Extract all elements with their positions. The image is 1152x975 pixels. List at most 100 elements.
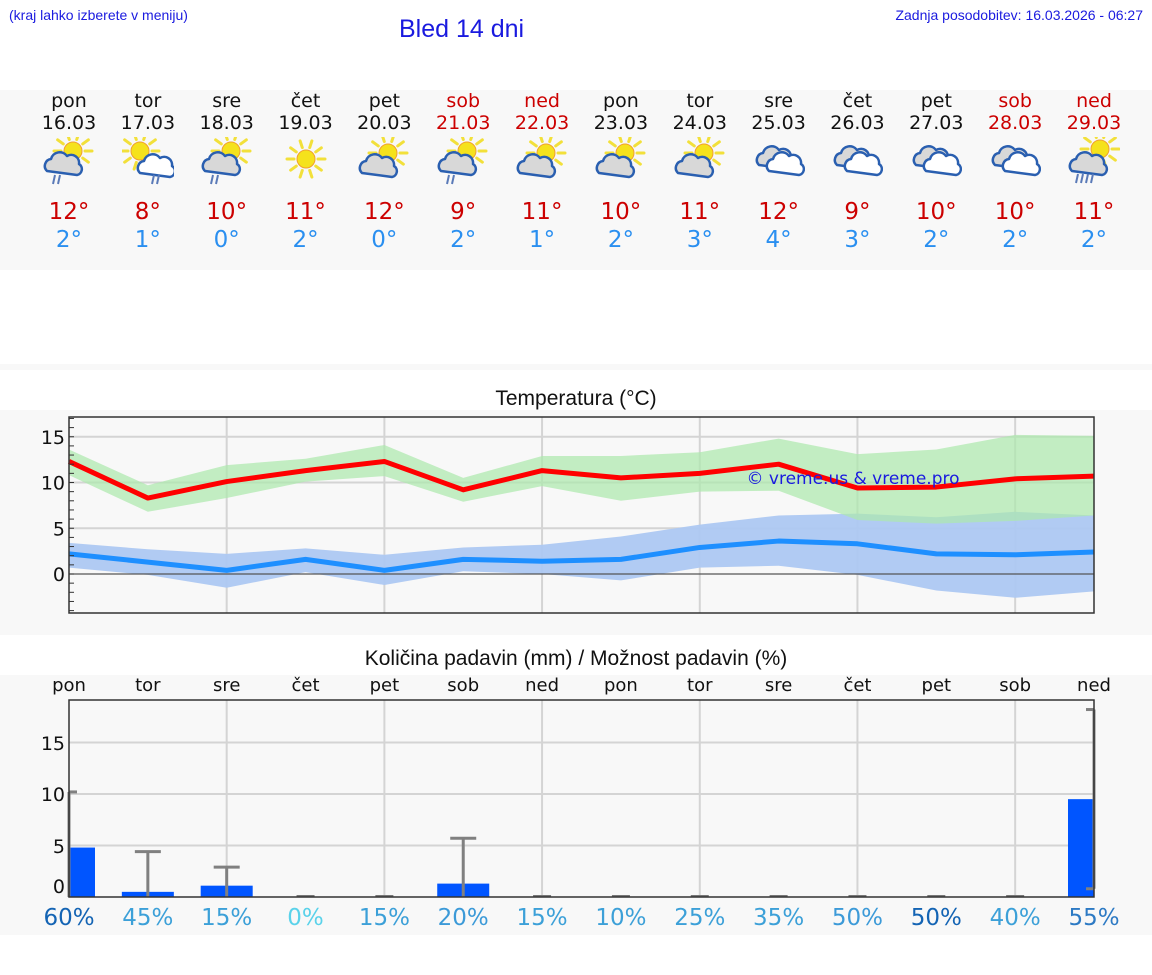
daily-forecast-strip: pon 16.03 12° 2° tor 17.03 8° 1° sre 18.03 10° 0° če… [0,90,1152,270]
day-name: čet [290,90,321,112]
day-date: 29.03 [1066,112,1122,134]
day-date: 23.03 [593,112,649,134]
precip-probability: 25% [674,905,726,931]
temperature-chart-title: Temperatura (°C) [495,387,657,410]
precip-probability: 50% [831,905,884,931]
day-name: sob [446,90,481,112]
day-date: 20.03 [357,112,412,134]
partly-cloudy-icon [595,133,647,189]
precip-day-label: pet [369,675,400,696]
min-temperature: 2° [1002,227,1029,253]
day-date: 16.03 [41,112,97,134]
max-temperature: 10° [915,199,957,225]
max-temperature: 9° [844,199,871,225]
precip-day-label: sob [999,675,1032,696]
min-temperature: 2° [607,227,634,253]
min-temperature: 0° [213,227,240,253]
day-name: pet [368,90,400,112]
precipitation-chart-title: Količina padavin (mm) / Možnost padavin … [364,647,788,670]
precip-day-label: ned [525,675,560,696]
precip-day-label: čet [843,675,872,696]
min-temperature: 2° [450,227,477,253]
max-temperature: 11° [521,199,563,225]
max-temperature: 11° [1073,199,1115,225]
max-temperature: 12° [48,199,90,225]
sunny-icon [280,137,332,189]
svg-text:0: 0 [53,564,65,586]
last-update: Zadnja posodobitev: 16.03.2026 - 06:27 [895,7,1143,23]
day-date: 19.03 [278,112,333,134]
svg-text:5: 5 [53,836,65,858]
max-temperature: 10° [994,199,1036,225]
precipitation-chart-panel [0,675,1152,935]
cloudy-icon [753,137,805,189]
min-temperature: 1° [528,227,556,253]
precip-day-label: sre [212,675,241,696]
precip-probability: 10% [595,905,647,931]
svg-text:© vreme.us & vreme.pro: © vreme.us & vreme.pro [746,469,959,489]
page-title: Bled 14 dni [399,15,525,43]
precip-probability: 15% [358,905,410,931]
day-date: 24.03 [672,112,727,134]
day-name: sob [998,90,1032,112]
precip-day-label: tor [687,675,713,696]
precip-day-label: čet [291,675,320,696]
partly-cloudy-rain-icon [1068,129,1121,189]
precipitation-probability-row: 60% 45% 15% 0% 15% 20% 15% 10% 25% 35% 50% 50% 40% 55… [0,903,1152,935]
max-temperature: 11° [679,199,721,225]
partly-cloudy-icon [674,133,726,189]
precip-probability: 0% [287,905,324,931]
sun-cloud-light-rain-icon [119,131,176,189]
partly-cloudy-light-rain-icon [437,131,489,189]
precip-day-label: pet [921,675,952,696]
precip-day-label: pon [52,675,86,696]
day-name: sre [764,90,794,112]
day-name: ned [524,90,560,112]
day-name: sre [212,90,242,112]
cloudy-icon [831,137,884,189]
precip-probability: 35% [753,905,805,931]
precipitation-chart: 0 5 10 15 [41,699,1096,898]
partly-cloudy-light-rain-icon [43,131,95,189]
svg-text:0: 0 [53,876,65,898]
min-temperature: 4° [765,227,792,253]
precip-probability: 55% [1068,905,1120,931]
cloudy-icon [910,137,963,189]
precip-probability: 50% [910,905,962,931]
precip-day-label: ned [1077,675,1111,696]
day-date: 17.03 [120,112,176,134]
day-date: 22.03 [514,112,570,134]
partly-cloudy-icon [358,133,410,189]
max-temperature: 12° [758,199,799,225]
min-temperature: 2° [923,227,950,253]
precipitation-day-labels: pon tor sre čet pet sob ned pon tor sre čet pet sob n… [0,675,1152,699]
min-temperature: 1° [134,227,161,253]
svg-text:10: 10 [41,784,65,806]
precip-probability: 40% [989,905,1041,931]
day-date: 28.03 [987,112,1043,134]
max-temperature: 8° [134,199,161,225]
precip-day-label: tor [135,675,161,696]
cloudy-icon [989,137,1042,189]
max-temperature: 11° [285,199,326,225]
svg-text:15: 15 [41,427,65,449]
day-name: pon [603,90,639,112]
precip-probability: 60% [43,905,95,931]
precip-day-label: sob [447,675,480,696]
day-date: 21.03 [436,112,491,134]
day-date: 27.03 [909,112,964,134]
temperature-chart: 0 5 10 15 © vreme.us & vreme.pro [41,416,1095,614]
precip-probability: 20% [437,905,489,931]
header-menu-hint: (kraj lahko izberete v meniju) [9,7,188,23]
max-temperature: 10° [600,199,642,225]
svg-text:15: 15 [41,733,65,755]
day-name: tor [686,90,714,112]
min-temperature: 0° [371,227,398,253]
temperature-chart-panel: 0 5 10 15 © vreme.us & vreme.pro [0,410,1152,635]
partly-cloudy-icon [516,133,568,189]
min-temperature: 2° [1080,227,1108,253]
day-name: pon [51,90,87,112]
precip-probability: 15% [516,905,568,931]
day-date: 18.03 [199,112,254,134]
svg-text:5: 5 [53,518,65,540]
